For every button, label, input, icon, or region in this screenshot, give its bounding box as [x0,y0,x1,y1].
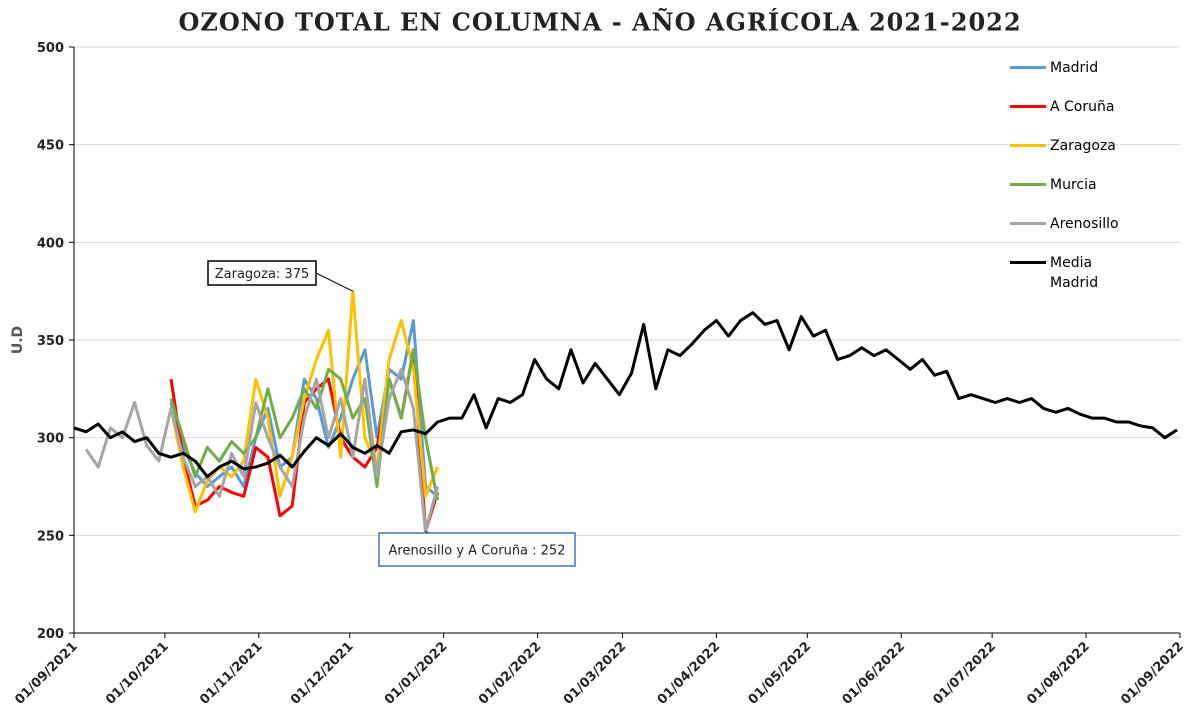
x-tick-label: 01/01/2022 [382,639,450,707]
x-tick-label: 01/06/2022 [840,639,908,707]
annotation-box [207,260,317,286]
legend-label: Madrid [1050,60,1099,76]
x-tick-label: 01/09/2022 [1118,639,1186,707]
x-tick-label: 01/04/2022 [655,639,723,707]
annotation-leader [315,272,353,292]
x-tick-label: 01/11/2021 [197,639,265,707]
series-line [169,319,439,498]
annotation-box [378,532,576,567]
x-tick-label: 01/05/2022 [746,639,814,707]
x-tick-label: 01/07/2022 [930,639,998,707]
x-tick-label: 01/02/2022 [476,639,544,707]
legend-item: Zaragoza [1010,136,1180,175]
legend-swatch [1010,261,1046,264]
legend-swatch [1010,144,1046,147]
y-axis-label: U.D [10,326,26,354]
legend-item: Arenosillo [1010,214,1180,253]
y-tick-label: 350 [37,334,64,349]
legend-swatch [1010,105,1046,108]
y-tick-label: 300 [37,432,64,447]
legend-item: Media Madrid [1010,253,1180,292]
legend: Madrid A Coruña Zaragoza Murcia Arenosillo Me… [1010,58,1180,292]
legend-swatch [1010,222,1046,225]
legend-item: Madrid [1010,58,1180,97]
legend-item: A Coruña [1010,97,1180,136]
chart-title: OZONO TOTAL EN COLUMNA - AÑO AGRÍCOLA 20… [178,8,1021,37]
annotation-text: Arenosillo y A Coruña : 252 [389,544,566,559]
series-line [73,311,1178,479]
y-tick-label: 200 [37,627,64,642]
y-tick-label: 450 [37,139,64,154]
legend-swatch [1010,66,1046,69]
y-tick-label: 400 [37,236,64,251]
x-tick-label: 01/09/2021 [12,639,80,707]
legend-label: Murcia [1050,177,1097,193]
legend-label: Arenosillo [1050,216,1119,232]
x-tick-label: 01/08/2022 [1024,639,1092,707]
y-tick-label: 500 [37,41,64,56]
legend-label: Zaragoza [1050,138,1116,154]
legend-label: Media Madrid [1050,255,1099,291]
legend-label: A Coruña [1050,99,1115,115]
legend-swatch [1010,183,1046,186]
legend-item: Murcia [1010,175,1180,214]
annotation-text: Zaragoza: 375 [215,267,310,282]
x-tick-label: 01/12/2021 [288,639,356,707]
x-tick-label: 01/10/2021 [103,639,171,707]
y-tick-label: 250 [37,529,64,544]
x-tick-label: 01/03/2022 [561,639,629,707]
